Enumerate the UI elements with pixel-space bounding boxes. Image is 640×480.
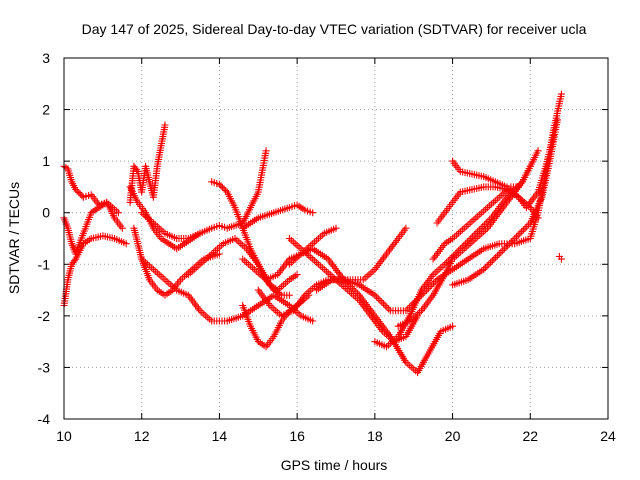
y-axis-label: SDTVAR / TECUs [6, 182, 22, 294]
series-24-points [555, 253, 565, 263]
series-17 [313, 224, 410, 294]
series-23-points [449, 116, 561, 289]
series-7 [138, 147, 270, 242]
series-13-points [239, 201, 317, 232]
y-tick-label: 2 [42, 102, 50, 118]
series-16 [285, 224, 340, 268]
plot-frame [63, 57, 609, 420]
series-4-points [126, 121, 169, 206]
x-tick-label: 20 [445, 428, 461, 444]
x-tick-label: 12 [134, 428, 150, 444]
series-7-points [138, 147, 270, 242]
series-19-points [394, 162, 534, 330]
y-tick-label: -2 [38, 308, 51, 324]
x-tick-label: 10 [56, 428, 72, 444]
series-24 [555, 253, 565, 263]
y-tick-label: -4 [38, 411, 51, 427]
y-tick-label: 1 [42, 153, 50, 169]
series-16-points [285, 224, 340, 268]
series-19 [394, 162, 534, 330]
y-tick-label: 0 [42, 205, 50, 221]
y-tick-label: -3 [38, 359, 51, 375]
y-tick-label: 3 [42, 50, 50, 66]
x-tick-label: 14 [212, 428, 228, 444]
x-tick-label: 24 [600, 428, 616, 444]
data-series [60, 90, 565, 377]
series-23 [449, 116, 561, 289]
series-4 [126, 121, 169, 206]
series-13 [239, 201, 317, 232]
y-tick-label: -1 [38, 256, 51, 272]
x-tick-label: 22 [522, 428, 538, 444]
series-17-points [313, 224, 410, 294]
chart-title: Day 147 of 2025, Sidereal Day-to-day VTE… [82, 21, 587, 37]
x-tick-label: 16 [289, 428, 305, 444]
x-axis-label: GPS time / hours [281, 457, 388, 473]
x-tick-label: 18 [367, 428, 383, 444]
